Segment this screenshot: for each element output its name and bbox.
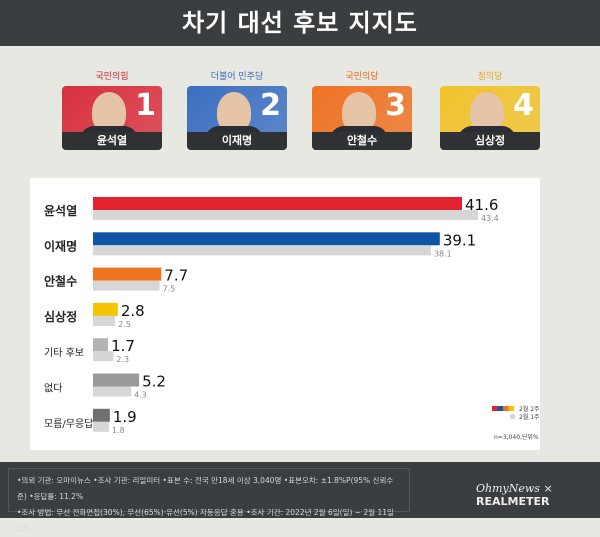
category-label: 심상정 bbox=[44, 309, 77, 324]
legend-swatch-previous bbox=[510, 414, 515, 419]
portrait bbox=[217, 92, 251, 132]
bar-current bbox=[93, 302, 118, 316]
party-name: 국민의당 bbox=[345, 72, 379, 82]
logo: OhmyNews × REALMETER bbox=[476, 482, 600, 508]
legend-swatch-current bbox=[492, 406, 498, 411]
candidate-photo: 4 심상정 bbox=[440, 86, 540, 150]
bar-current bbox=[93, 373, 140, 387]
bar-current bbox=[93, 197, 462, 210]
bar-current bbox=[93, 408, 110, 422]
value-label-current: 39.1 bbox=[443, 231, 476, 249]
bar-current bbox=[93, 338, 109, 352]
category-label: 이재명 bbox=[44, 238, 77, 253]
candidate-card: 국민의당 3 안철수 bbox=[312, 70, 412, 150]
candidate-name: 이재명 bbox=[187, 132, 287, 150]
value-label-current: 5.2 bbox=[142, 373, 166, 391]
candidate-name: 윤석열 bbox=[62, 132, 162, 150]
category-label: 모름/무응답 bbox=[44, 418, 93, 430]
legend-label-current: 2월 2주 bbox=[519, 405, 540, 413]
value-label-previous: 4.3 bbox=[134, 391, 147, 400]
bar-previous bbox=[93, 315, 116, 326]
value-label-current: 1.7 bbox=[111, 337, 135, 355]
candidate-card: 더불어 민주당 2 이재명 bbox=[187, 70, 287, 150]
value-label-previous: 7.5 bbox=[163, 285, 176, 294]
candidate-name: 안철수 bbox=[312, 132, 412, 150]
ohmynews-logo: OhmyNews bbox=[476, 482, 540, 495]
survey-info: •의뢰 기관: 오마이뉴스 •조사 기관: 리얼미터 •표본 수: 전국 만18… bbox=[8, 468, 410, 533]
legend-swatch-current bbox=[497, 406, 503, 411]
party-name: 정의당 bbox=[477, 72, 503, 82]
portrait bbox=[342, 92, 376, 132]
bar-previous bbox=[93, 245, 431, 256]
bar-current bbox=[93, 232, 440, 246]
candidate-photo: 1 윤석열 bbox=[62, 86, 162, 150]
candidate-name: 심상정 bbox=[440, 132, 540, 150]
legend-swatch-current bbox=[508, 406, 514, 411]
value-label-current: 41.6 bbox=[465, 196, 498, 214]
portrait bbox=[92, 92, 126, 132]
candidate-number: 4 bbox=[513, 88, 534, 123]
candidate-card: 정의당 4 심상정 bbox=[440, 70, 540, 150]
candidate-card: 국민의힘 1 윤석열 bbox=[62, 70, 162, 150]
chart-panel: 윤석열 41.6 43.4 이재명 39.1 38.1 안철수 7.7 7.5 심상정 2.8 2.5… bbox=[30, 178, 540, 450]
page-title: 차기 대선 후보 지지도 bbox=[0, 0, 600, 46]
candidate-photo: 2 이재명 bbox=[187, 86, 287, 150]
bar-current bbox=[93, 267, 162, 281]
value-label-previous: 2.3 bbox=[116, 355, 129, 364]
bar-chart: 윤석열 41.643.4 이재명 39.138.1 안철수 7.77.5 심상정 2.82.5… bbox=[44, 196, 540, 441]
value-label-current: 7.7 bbox=[164, 267, 188, 285]
portrait bbox=[470, 92, 504, 132]
value-label-previous: 1.8 bbox=[112, 426, 125, 435]
candidate-number: 3 bbox=[385, 88, 406, 123]
bar-previous bbox=[93, 210, 478, 220]
candidate-number: 2 bbox=[260, 88, 281, 123]
value-label-previous: 2.5 bbox=[118, 320, 131, 329]
value-label-previous: 38.1 bbox=[434, 249, 452, 258]
legend-swatch-current bbox=[503, 406, 509, 411]
candidate-number: 1 bbox=[135, 88, 156, 123]
bar-previous bbox=[93, 280, 160, 291]
value-label-current: 2.8 bbox=[121, 302, 145, 320]
category-label: 기타 후보 bbox=[44, 347, 84, 359]
legend-label-previous: 2월 1주 bbox=[519, 413, 540, 421]
value-label-previous: 43.4 bbox=[481, 214, 499, 223]
bar-previous bbox=[93, 386, 132, 397]
category-label: 윤석열 bbox=[44, 203, 77, 218]
survey-info-line-2: •조사 방법: 무선 전화면접(30%), 무선(65%)·유선(5%) 자동응… bbox=[17, 508, 394, 533]
category-label: 안철수 bbox=[44, 274, 77, 289]
category-label: 없다 bbox=[44, 382, 62, 395]
party-name: 국민의힘 bbox=[95, 72, 129, 82]
party-name: 더불어 민주당 bbox=[210, 72, 264, 82]
logo-separator: × bbox=[543, 482, 553, 495]
realmeter-logo: REALMETER bbox=[476, 495, 550, 508]
survey-info-line-1: •의뢰 기관: 오마이뉴스 •조사 기관: 리얼미터 •표본 수: 전국 만18… bbox=[17, 476, 394, 501]
sample-note: n=3,040,단위% bbox=[494, 433, 539, 441]
bar-previous bbox=[93, 421, 109, 432]
value-label-current: 1.9 bbox=[113, 408, 137, 426]
bar-previous bbox=[93, 351, 114, 362]
candidate-photo: 3 안철수 bbox=[312, 86, 412, 150]
footer: •의뢰 기관: 오마이뉴스 •조사 기관: 리얼미터 •표본 수: 전국 만18… bbox=[0, 462, 600, 533]
